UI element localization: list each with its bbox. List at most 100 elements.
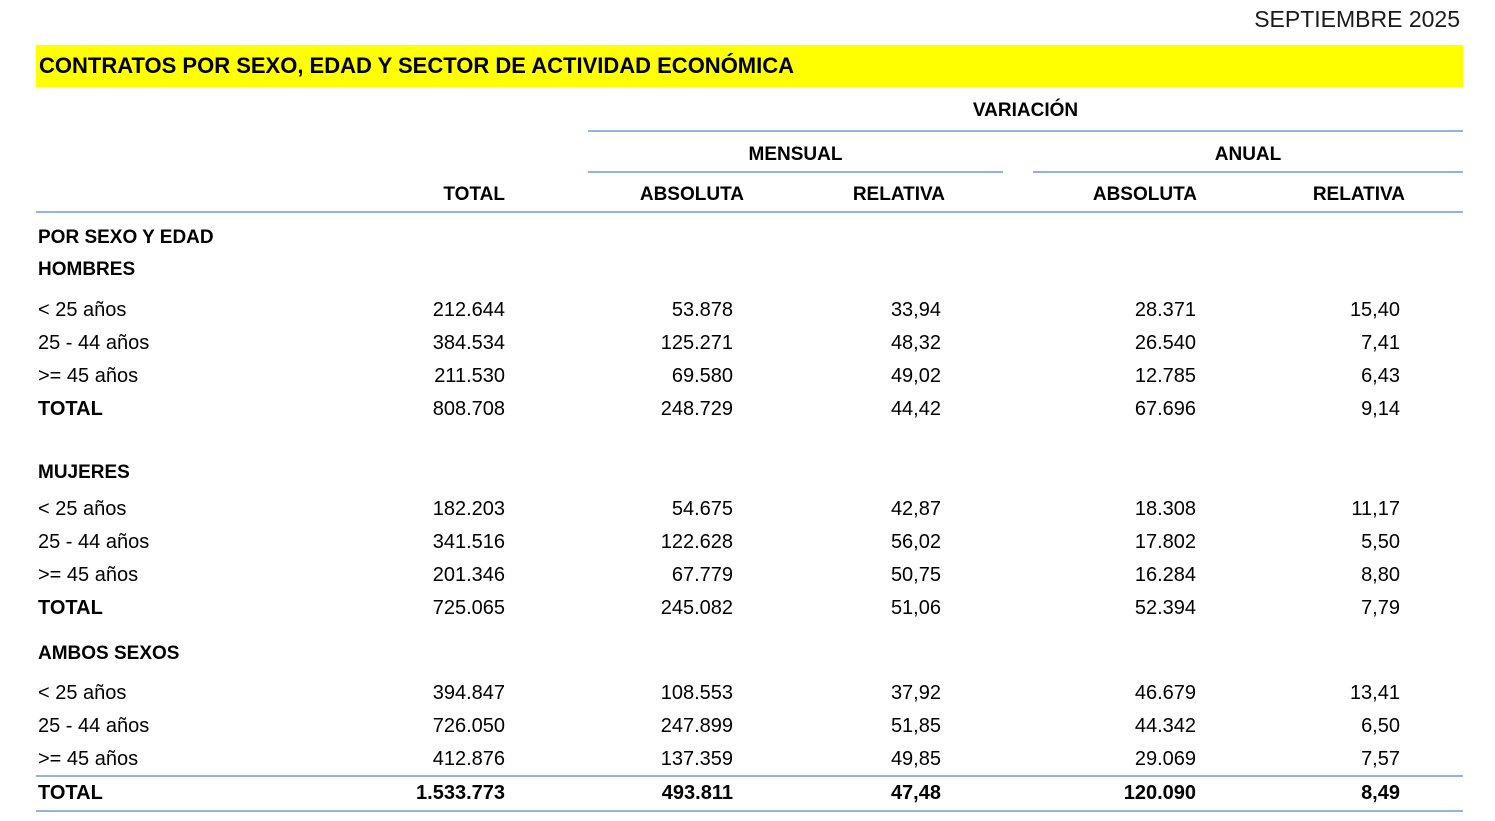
page-title: CONTRATOS POR SEXO, EDAD Y SECTOR DE ACT… — [39, 53, 795, 78]
anual-absoluta-cell: 29.069 — [1134, 748, 1196, 770]
anual-relativa-cell: 9,14 — [1361, 398, 1400, 420]
row-spacer — [1400, 677, 1463, 710]
table-row: < 25 años 394.847 108.553 37,92 46.679 13,41 — [36, 677, 1463, 710]
table-row: 25 - 44 años 384.534 125.271 48,32 26.540 7,4… — [36, 327, 1463, 360]
row-label: TOTAL — [38, 782, 103, 804]
mensual-absoluta-column-header: ABSOLUTA — [639, 184, 744, 205]
row-spacer — [1400, 526, 1463, 559]
anual-relativa-cell: 13,41 — [1349, 682, 1400, 704]
pre-grand-total-rule — [36, 775, 1463, 777]
mensual-group-header: MENSUAL — [748, 144, 843, 165]
mensual-relativa-cell: 33,94 — [890, 299, 941, 321]
total-cell: 808.708 — [432, 398, 505, 420]
mensual-relativa-cell: 44,42 — [890, 398, 941, 420]
row-spacer — [1400, 327, 1463, 360]
mensual-absoluta-cell: 53.878 — [671, 299, 733, 321]
row-spacer — [1400, 294, 1463, 327]
mensual-absoluta-cell: 54.675 — [671, 498, 733, 520]
row-label: 25 - 44 años — [38, 332, 150, 354]
row-label: < 25 años — [38, 682, 127, 704]
row-label: 25 - 44 años — [38, 715, 150, 737]
variacion-group-header: VARIACIÓN — [972, 100, 1079, 121]
mensual-relativa-cell: 37,92 — [890, 682, 941, 704]
table-caption: POR SEXO Y EDAD — [38, 227, 214, 248]
row-spacer — [1400, 360, 1463, 393]
table-row: 25 - 44 años 341.516 122.628 56,02 17.802 5,5… — [36, 526, 1463, 559]
mensual-absoluta-cell: 247.899 — [660, 715, 733, 737]
mensual-absoluta-cell: 493.811 — [661, 782, 733, 804]
mensual-absoluta-cell: 67.779 — [671, 564, 733, 586]
anual-relativa-cell: 7,79 — [1361, 597, 1400, 619]
total-cell: 211.530 — [434, 365, 505, 387]
section-header: HOMBRES — [38, 259, 136, 280]
total-cell: 212.644 — [432, 299, 505, 321]
section-header: MUJERES — [38, 462, 130, 483]
row-spacer — [1400, 777, 1463, 810]
bottom-rule — [36, 810, 1463, 812]
anual-absoluta-column-header: ABSOLUTA — [1092, 184, 1197, 205]
row-spacer — [1400, 592, 1463, 625]
total-cell: 725.065 — [432, 597, 505, 619]
title-bar: CONTRATOS POR SEXO, EDAD Y SECTOR DE ACT… — [36, 45, 1463, 87]
anual-absoluta-cell: 18.308 — [1134, 498, 1196, 520]
anual-group-header: ANUAL — [1214, 144, 1282, 165]
row-label: TOTAL — [38, 398, 103, 420]
section-header: AMBOS SEXOS — [38, 643, 180, 664]
total-cell: 394.847 — [432, 682, 505, 704]
table-row: >= 45 años 412.876 137.359 49,85 29.069 7,57 — [36, 743, 1463, 776]
anual-absoluta-cell: 17.802 — [1134, 531, 1196, 553]
total-cell: 384.534 — [432, 332, 505, 354]
anual-relativa-cell: 7,57 — [1361, 748, 1400, 770]
anual-relativa-cell: 7,41 — [1361, 332, 1400, 354]
mensual-absoluta-cell: 69.580 — [671, 365, 733, 387]
mensual-relativa-cell: 49,85 — [890, 748, 941, 770]
anual-absoluta-cell: 28.371 — [1134, 299, 1196, 321]
grand-row: TOTAL 1.533.773 493.811 47,48 120.090 8,49 — [36, 777, 1463, 810]
mensual-relativa-cell: 56,02 — [890, 531, 941, 553]
row-label: 25 - 44 años — [38, 531, 150, 553]
anual-absoluta-cell: 26.540 — [1134, 332, 1196, 354]
row-spacer — [1400, 493, 1463, 526]
anual-relativa-cell: 11,17 — [1351, 498, 1400, 520]
row-label: < 25 años — [38, 299, 127, 321]
mensual-absoluta-cell: 137.359 — [660, 748, 733, 770]
mensual-relativa-cell: 47,48 — [890, 782, 941, 804]
anual-absoluta-cell: 46.679 — [1134, 682, 1196, 704]
mensual-absoluta-cell: 125.271 — [660, 332, 733, 354]
total-cell: 341.516 — [432, 531, 505, 553]
total-column-header: TOTAL — [443, 184, 505, 205]
row-spacer — [1400, 559, 1463, 592]
subtotal-row: TOTAL 808.708 248.729 44,42 67.696 9,14 — [36, 393, 1463, 426]
total-cell: 412.876 — [432, 748, 505, 770]
anual-relativa-cell: 5,50 — [1361, 531, 1400, 553]
mensual-relativa-cell: 42,87 — [890, 498, 941, 520]
anual-relativa-cell: 8,49 — [1361, 782, 1400, 804]
mensual-absoluta-cell: 122.628 — [660, 531, 733, 553]
mensual-rule — [588, 171, 1003, 173]
row-label: TOTAL — [38, 597, 103, 619]
anual-relativa-cell: 6,43 — [1361, 365, 1400, 387]
mensual-relativa-cell: 50,75 — [890, 564, 941, 586]
variacion-rule — [588, 130, 1463, 132]
row-spacer — [1400, 743, 1463, 776]
table-row: >= 45 años 201.346 67.779 50,75 16.284 8,80 — [36, 559, 1463, 592]
row-label: >= 45 años — [38, 564, 139, 586]
total-cell: 182.203 — [432, 498, 505, 520]
total-cell: 726.050 — [432, 715, 505, 737]
anual-relativa-cell: 15,40 — [1349, 299, 1400, 321]
anual-absoluta-cell: 52.394 — [1134, 597, 1196, 619]
table-row: < 25 años 212.644 53.878 33,94 28.371 15,40 — [36, 294, 1463, 327]
subtotal-row: TOTAL 725.065 245.082 51,06 52.394 7,79 — [36, 592, 1463, 625]
anual-absoluta-cell: 120.090 — [1123, 782, 1196, 804]
mensual-absoluta-cell: 108.553 — [660, 682, 733, 704]
row-label: >= 45 años — [38, 365, 139, 387]
anual-absoluta-cell: 67.696 — [1134, 398, 1196, 420]
row-spacer — [1400, 710, 1463, 743]
mensual-relativa-column-header: RELATIVA — [852, 184, 945, 205]
anual-rule — [1033, 171, 1463, 173]
mensual-absoluta-cell: 248.729 — [660, 398, 733, 420]
mensual-absoluta-cell: 245.082 — [660, 597, 733, 619]
row-label: >= 45 años — [38, 748, 139, 770]
mensual-relativa-cell: 49,02 — [890, 365, 941, 387]
